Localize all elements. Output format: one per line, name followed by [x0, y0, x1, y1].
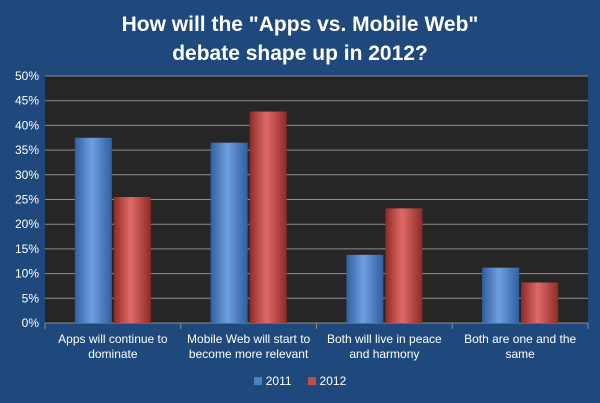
x-category-label: dominate	[88, 347, 138, 361]
y-tick-label: 15%	[15, 242, 39, 256]
y-tick-label: 5%	[22, 291, 40, 305]
chart-title: How will the "Apps vs. Mobile Web" debat…	[0, 10, 600, 68]
x-category-label: Mobile Web will start to	[187, 332, 310, 346]
bar-2011-3	[346, 254, 384, 323]
bar-2012-1	[113, 197, 151, 323]
y-tick-label: 50%	[15, 69, 39, 83]
bar-2011-4	[482, 267, 520, 323]
x-category-label: same	[505, 347, 535, 361]
y-tick-label: 30%	[15, 168, 39, 182]
x-category-label: Apps will continue to	[58, 332, 168, 346]
bar-2011-1	[74, 137, 112, 323]
bar-2012-2	[249, 111, 287, 324]
bar-2012-3	[385, 208, 423, 323]
chart-title-line-2: debate shape up in 2012?	[172, 42, 428, 65]
y-tick-label: 10%	[15, 267, 39, 281]
bar-2012-4	[521, 282, 559, 323]
y-tick-label: 45%	[15, 94, 39, 108]
legend-swatch-2012	[307, 377, 316, 385]
legend-label-2011: 2011	[265, 374, 292, 388]
x-category-label: Both will live in peace	[327, 332, 442, 346]
legend-swatch-2011	[253, 377, 262, 385]
y-tick-label: 35%	[15, 143, 39, 157]
y-tick-label: 25%	[15, 193, 39, 207]
bar-2011-2	[210, 142, 248, 323]
legend-item-2012: 2012	[307, 374, 347, 388]
x-category-label: and harmony	[349, 347, 419, 361]
y-tick-label: 40%	[15, 118, 39, 132]
x-category-label: become more relevant	[189, 347, 309, 361]
y-tick-label: 20%	[15, 217, 39, 231]
legend-label-2012: 2012	[319, 374, 347, 388]
y-tick-label: 0%	[22, 316, 40, 330]
legend: 2011 2012	[0, 374, 600, 388]
legend-item-2011: 2011	[253, 374, 292, 388]
chart-title-line-1: How will the "Apps vs. Mobile Web"	[121, 13, 479, 36]
x-category-label: Both are one and the	[464, 332, 576, 346]
